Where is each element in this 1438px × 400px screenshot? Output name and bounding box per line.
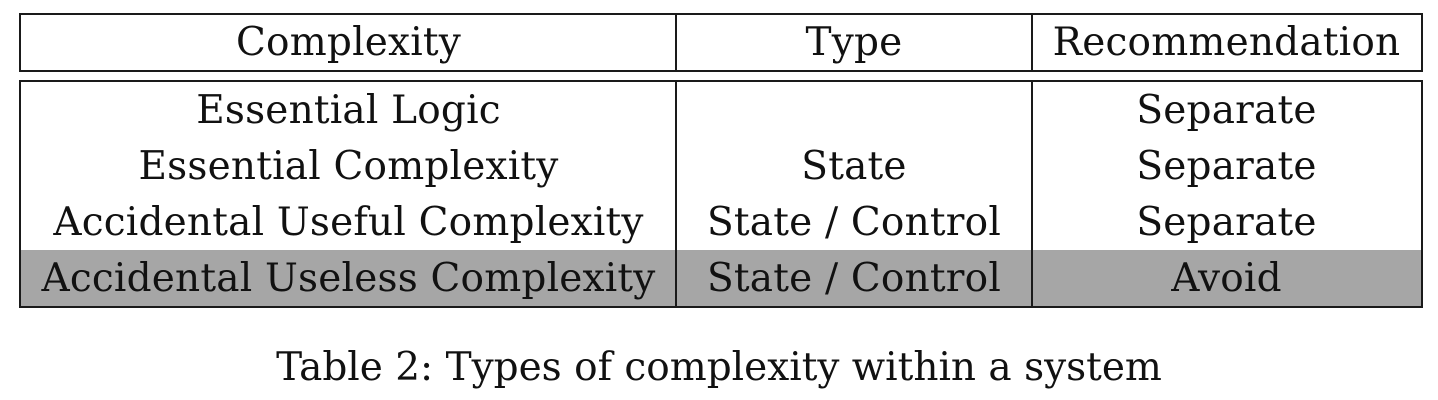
column-divider: [1031, 82, 1033, 306]
cell-complexity: Accidental Useless Complexity: [41, 255, 656, 301]
cell-complexity: Accidental Useful Complexity: [53, 199, 644, 245]
cell-complexity: Essential Complexity: [138, 143, 559, 189]
header-type: Type: [805, 20, 903, 65]
cell-recommendation: Separate: [1136, 87, 1317, 133]
table-caption: Table 2: Types of complexity within a sy…: [276, 345, 1162, 390]
column-divider: [675, 82, 677, 306]
column-divider: [675, 15, 677, 70]
table-row: Essential Logic Separate: [21, 82, 1421, 138]
header-recommendation: Recommendation: [1052, 20, 1401, 65]
cell-recommendation: Separate: [1136, 199, 1317, 245]
cell-recommendation: Avoid: [1171, 255, 1282, 301]
cell-type: State: [801, 143, 907, 189]
table-row: Accidental Useful Complexity State / Con…: [21, 194, 1421, 250]
table-row-highlighted: Accidental Useless Complexity State / Co…: [21, 250, 1421, 306]
table-row: Essential Complexity State Separate: [21, 138, 1421, 194]
cell-type: State / Control: [706, 199, 1002, 245]
table-body: Essential Logic Separate Essential Compl…: [19, 80, 1423, 308]
cell-type: [676, 82, 1032, 138]
cell-type: State / Control: [706, 255, 1002, 301]
cell-recommendation: Separate: [1136, 143, 1317, 189]
table-header: Complexity Type Recommendation: [19, 13, 1423, 72]
column-divider: [1031, 15, 1033, 70]
cell-complexity: Essential Logic: [196, 87, 501, 133]
header-complexity: Complexity: [236, 20, 461, 65]
header-row: Complexity Type Recommendation: [21, 15, 1421, 70]
